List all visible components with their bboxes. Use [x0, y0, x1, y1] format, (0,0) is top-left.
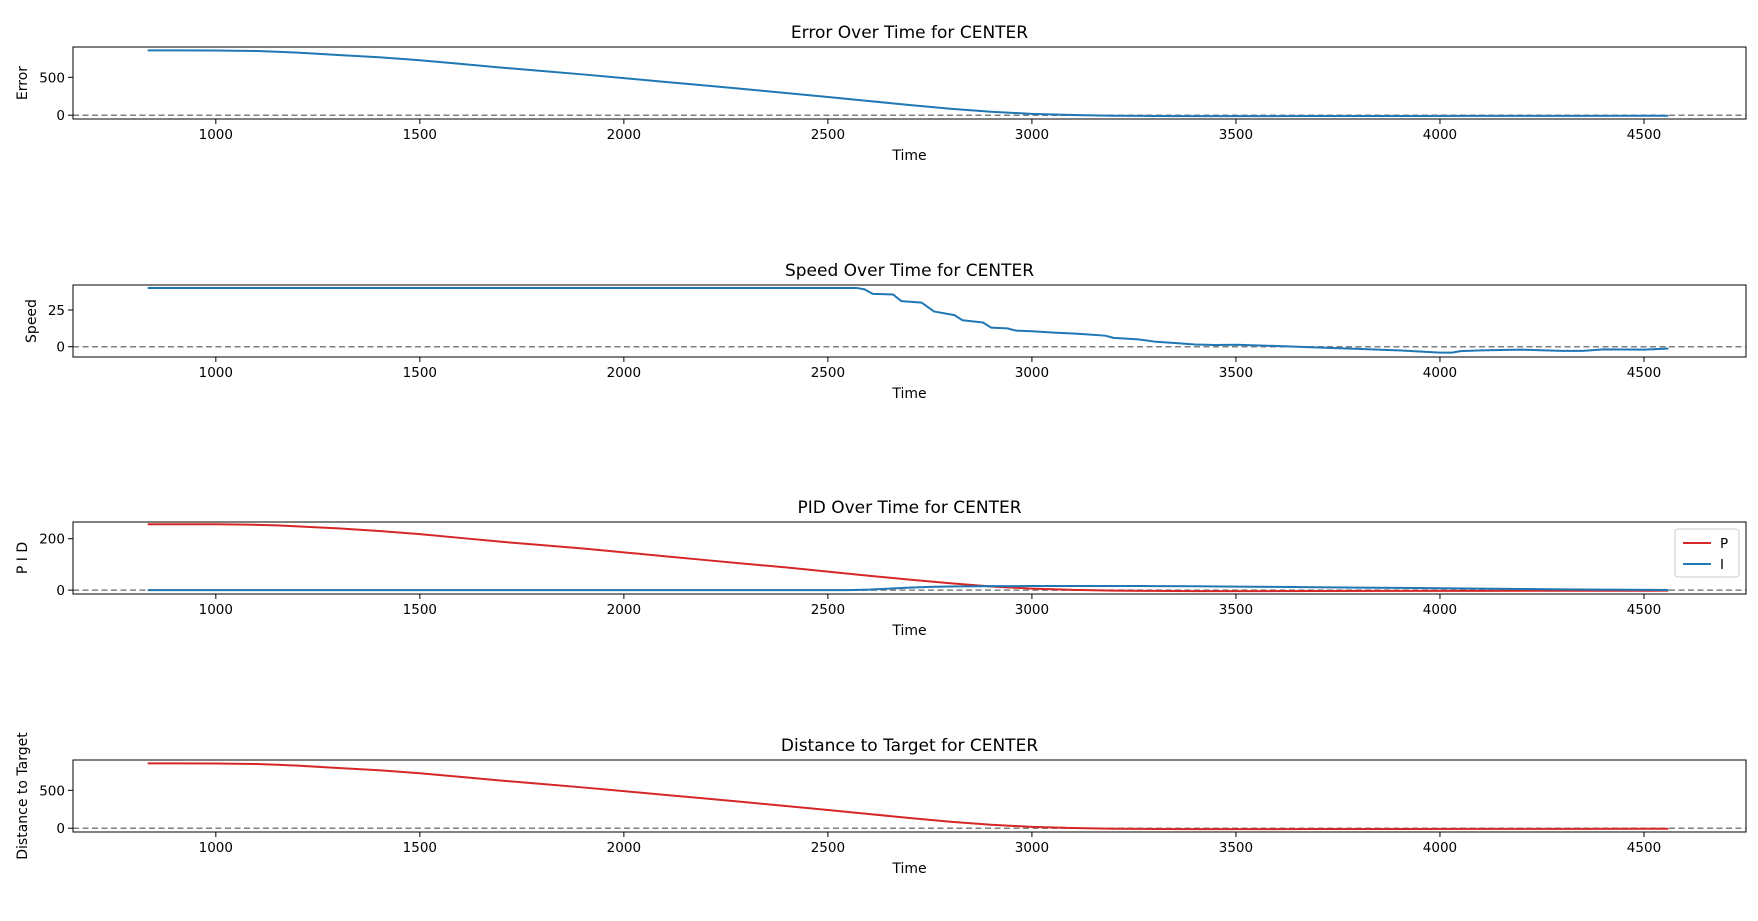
x-tick-label: 4000 [1423, 840, 1457, 856]
subplot-4: Distance to Target for CENTER 1000 1500 200… [15, 732, 1747, 877]
x-tick-label: 3500 [1219, 127, 1253, 143]
legend-label-i: I [1720, 557, 1724, 573]
y-tick-label: 500 [39, 783, 65, 799]
axes-frame [72, 284, 1747, 358]
x-tick-label: 1000 [199, 602, 233, 618]
x-tick-label: 3000 [1015, 840, 1049, 856]
y-tick-label: 0 [56, 583, 65, 599]
y-axis-label: Error [15, 66, 31, 100]
subplot-1: Error Over Time for CENTER 1000 1500 2000 25… [15, 23, 1747, 164]
subplot-2: Speed Over Time for CENTER 1000 1500 2000 25… [24, 261, 1747, 402]
chart-title: PID Over Time for CENTER [797, 498, 1021, 518]
series-line-p [147, 523, 1669, 593]
x-axis-label: Time [891, 386, 926, 402]
x-tick-label: 3000 [1015, 602, 1049, 618]
x-tick-label: 2500 [811, 365, 845, 381]
x-tick-label: 4000 [1423, 365, 1457, 381]
series-line-i [147, 584, 1669, 592]
axes-frame [72, 521, 1747, 595]
x-tick-label: 2000 [607, 365, 641, 381]
chart-title: Distance to Target for CENTER [781, 736, 1038, 756]
y-axis-label: P I D [15, 542, 31, 574]
x-axis-label: Time [891, 148, 926, 164]
x-tick-label: 1000 [199, 840, 233, 856]
y-tick-label: 0 [56, 340, 65, 356]
legend: PI [1674, 528, 1740, 578]
x-tick-label: 2500 [811, 127, 845, 143]
x-axis-label: Time [891, 861, 926, 877]
x-tick-label: 4500 [1627, 127, 1661, 143]
legend-box [1674, 528, 1740, 578]
y-tick-label: 500 [39, 70, 65, 86]
x-tick-label: 3000 [1015, 365, 1049, 381]
x-tick-label: 3000 [1015, 127, 1049, 143]
x-tick-label: 2000 [607, 127, 641, 143]
y-tick-label: 200 [39, 532, 65, 548]
series-line-1 [147, 762, 1669, 831]
x-tick-label: 3500 [1219, 602, 1253, 618]
x-tick-label: 2000 [607, 840, 641, 856]
x-tick-label: 2000 [607, 602, 641, 618]
x-tick-label: 4500 [1627, 365, 1661, 381]
x-tick-label: 1500 [403, 365, 437, 381]
x-tick-label: 1500 [403, 840, 437, 856]
x-tick-label: 1500 [403, 602, 437, 618]
y-tick-label: 0 [56, 108, 65, 124]
x-tick-label: 4500 [1627, 840, 1661, 856]
series-line-1 [147, 49, 1669, 118]
x-tick-label: 4000 [1423, 602, 1457, 618]
x-tick-label: 4500 [1627, 602, 1661, 618]
x-axis-label: Time [891, 623, 926, 639]
chart-title: Speed Over Time for CENTER [785, 261, 1034, 281]
x-tick-label: 1000 [199, 127, 233, 143]
chart-title: Error Over Time for CENTER [791, 23, 1028, 43]
y-axis-label: Distance to Target [15, 732, 31, 860]
x-tick-label: 4000 [1423, 127, 1457, 143]
series-line-1 [147, 286, 1669, 354]
axes-frame [72, 759, 1747, 833]
x-tick-label: 1000 [199, 365, 233, 381]
y-tick-label: 25 [48, 303, 65, 319]
y-tick-label: 0 [56, 821, 65, 837]
axes-frame [72, 46, 1747, 120]
x-tick-label: 3500 [1219, 840, 1253, 856]
x-tick-label: 1500 [403, 127, 437, 143]
x-tick-label: 3500 [1219, 365, 1253, 381]
y-axis-label: Speed [24, 299, 40, 343]
legend-label-p: P [1720, 536, 1728, 552]
x-tick-label: 2500 [811, 840, 845, 856]
x-tick-label: 2500 [811, 602, 845, 618]
